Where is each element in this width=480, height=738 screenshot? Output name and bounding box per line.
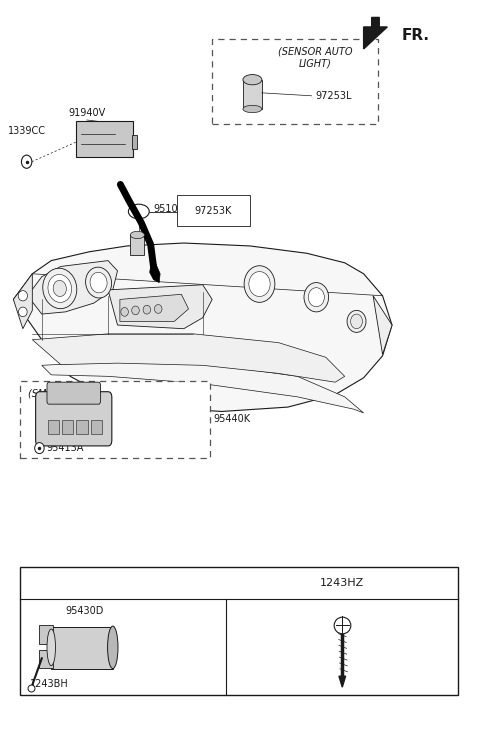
Ellipse shape [85,267,111,298]
Polygon shape [120,294,189,321]
Ellipse shape [128,204,149,219]
Text: 95413A: 95413A [47,443,84,453]
Ellipse shape [249,272,270,297]
Bar [177,196,250,226]
FancyBboxPatch shape [47,382,100,404]
Polygon shape [13,243,392,412]
Text: 95100: 95100 [153,204,184,213]
Bar [76,419,88,434]
Bar [21,567,458,695]
Ellipse shape [121,308,128,317]
Ellipse shape [308,288,324,307]
Text: (SMART KEY): (SMART KEY) [27,389,91,399]
Ellipse shape [304,283,329,312]
Ellipse shape [48,275,72,303]
Bar [243,80,262,109]
Text: (SENSOR AUTO
LIGHT): (SENSOR AUTO LIGHT) [277,46,352,69]
Ellipse shape [243,75,262,85]
Ellipse shape [43,268,77,308]
Ellipse shape [132,306,139,315]
Bar [39,625,53,644]
Polygon shape [150,261,160,283]
Ellipse shape [53,280,66,297]
Ellipse shape [108,626,118,669]
Ellipse shape [19,307,27,317]
Text: 95440K: 95440K [214,414,251,424]
Ellipse shape [155,305,162,314]
Polygon shape [373,296,392,354]
Ellipse shape [347,311,366,332]
Text: 1243BH: 1243BH [30,679,69,689]
Bar [91,419,102,434]
Ellipse shape [143,306,151,314]
Polygon shape [108,285,212,328]
Polygon shape [339,676,346,687]
Ellipse shape [18,291,27,301]
Text: 1339CC: 1339CC [8,126,46,136]
Bar [21,382,210,458]
Bar [130,235,144,255]
Bar [39,649,53,668]
Bar [132,134,137,149]
Ellipse shape [350,314,362,328]
Ellipse shape [244,266,275,303]
Ellipse shape [35,443,44,454]
Polygon shape [42,362,364,413]
Ellipse shape [130,231,144,238]
Ellipse shape [243,106,262,113]
Text: 97253K: 97253K [195,206,232,215]
Polygon shape [13,274,32,328]
Ellipse shape [47,629,56,666]
Text: 1243HZ: 1243HZ [320,578,364,587]
Text: FR.: FR. [401,27,430,43]
FancyBboxPatch shape [76,121,132,156]
FancyBboxPatch shape [36,392,112,446]
Polygon shape [32,334,345,382]
Text: 97253L: 97253L [315,91,351,101]
Text: 91940V: 91940V [68,108,106,118]
Bar [62,419,73,434]
Polygon shape [27,261,118,314]
Bar [51,627,113,669]
Ellipse shape [22,155,32,168]
Bar [48,419,60,434]
Polygon shape [364,18,387,49]
Ellipse shape [90,272,107,293]
Text: 95430D: 95430D [65,606,104,616]
Bar [212,39,378,124]
